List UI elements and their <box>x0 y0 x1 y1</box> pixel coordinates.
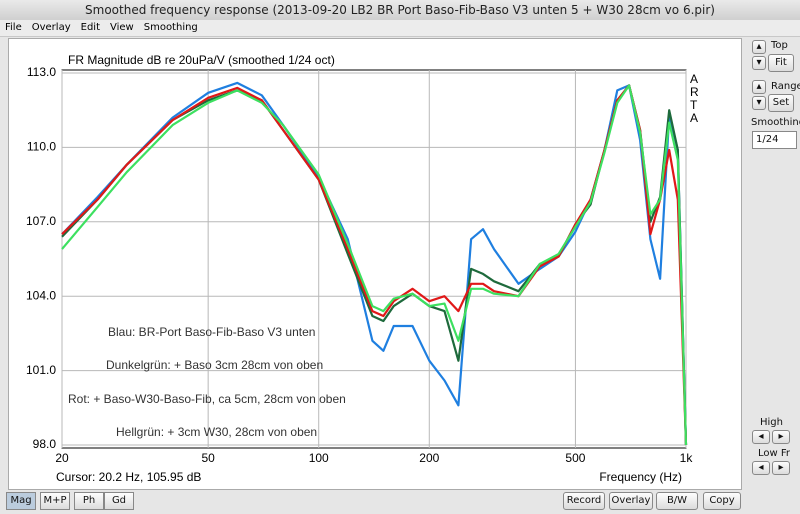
series-line <box>61 84 688 446</box>
set-button[interactable]: Set <box>768 94 794 112</box>
action-button[interactable]: Overlay <box>609 492 653 510</box>
label: Range <box>771 81 800 92</box>
arrow-right[interactable]: ▸ <box>772 430 790 444</box>
title-bar: Smoothed frequency response (2013-09-20 … <box>0 0 800 21</box>
menu-item[interactable]: File <box>5 22 22 33</box>
action-button[interactable]: B/W <box>656 492 698 510</box>
arrow-right[interactable]: ▸ <box>772 461 790 475</box>
view-tab[interactable]: Gd <box>104 492 134 510</box>
menu-item[interactable]: Overlay <box>31 22 71 33</box>
action-button[interactable]: Record <box>563 492 605 510</box>
chart-title: FR Magnitude dB re 20uPa/V (smoothed 1/2… <box>68 53 335 67</box>
y-tick-label: 113.0 <box>27 65 56 79</box>
series-note: Blau: BR-Port Baso-Fib-Baso V3 unten <box>108 325 315 339</box>
menu-bar: File Overlay Edit View Smoothing <box>0 20 800 37</box>
arrow-left[interactable]: ◂ <box>752 461 770 475</box>
action-button[interactable]: Copy <box>703 492 741 510</box>
label: High <box>760 417 783 428</box>
series-note: Dunkelgrün: + Baso 3cm 28cm von oben <box>106 358 323 372</box>
view-tab[interactable]: Mag <box>6 492 36 510</box>
spin-up[interactable]: ▴ <box>752 80 766 94</box>
label: Top <box>771 40 788 51</box>
smoothing-select[interactable]: 1/24 <box>752 131 797 149</box>
x-tick-label: 500 <box>565 451 585 465</box>
y-tick-label: 101.0 <box>26 363 56 377</box>
arrow-left[interactable]: ◂ <box>752 430 770 444</box>
x-tick-label: 200 <box>419 451 439 465</box>
y-tick-label: 98.0 <box>33 437 57 451</box>
spin-down[interactable]: ▾ <box>752 56 766 70</box>
x-tick-label: 100 <box>309 451 329 465</box>
x-axis-label: Frequency (Hz) <box>599 470 682 484</box>
series-note: Hellgrün: + 3cm W30, 28cm von oben <box>116 425 317 439</box>
menu-item[interactable]: View <box>110 22 134 33</box>
y-tick-label: 107.0 <box>26 214 56 228</box>
y-tick-label: 104.0 <box>26 288 56 302</box>
spin-up[interactable]: ▴ <box>752 40 766 54</box>
x-tick-label: 50 <box>201 451 215 465</box>
label: Smoothing <box>751 117 800 128</box>
y-tick-label: 110.0 <box>27 140 56 154</box>
x-tick-label: 1k <box>680 451 694 465</box>
series-note: Rot: + Baso-W30-Baso-Fib, ca 5cm, 28cm v… <box>68 392 346 406</box>
spin-down[interactable]: ▾ <box>752 96 766 110</box>
label: Low Fr <box>758 448 791 459</box>
x-tick-label: 20 <box>55 451 69 465</box>
menu-item[interactable]: Edit <box>80 22 100 33</box>
menu-item[interactable]: Smoothing <box>143 22 198 33</box>
cursor-readout: Cursor: 20.2 Hz, 105.95 dB <box>56 470 201 484</box>
view-tab[interactable]: Ph <box>74 492 104 510</box>
view-tab[interactable]: M+P <box>40 492 70 510</box>
fit-button[interactable]: Fit <box>768 54 794 72</box>
